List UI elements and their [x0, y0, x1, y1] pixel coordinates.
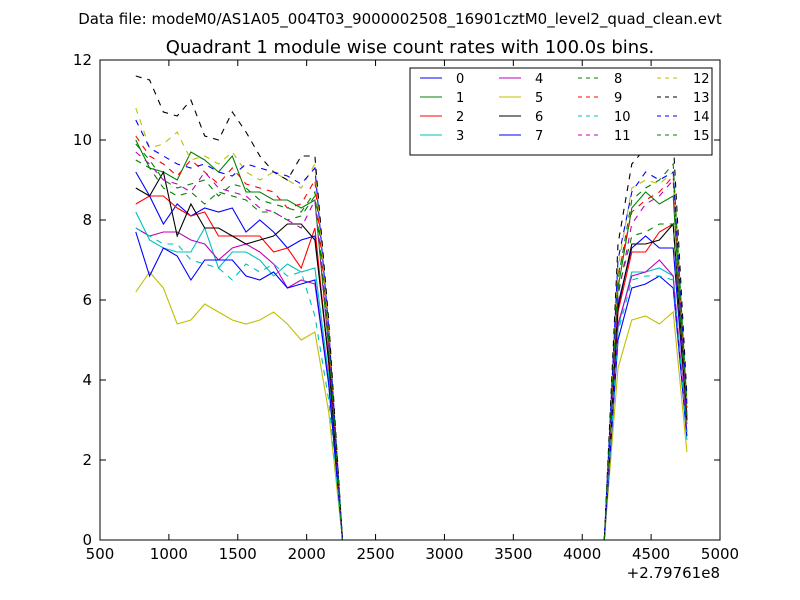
- x-tick-label: 2500: [356, 545, 394, 563]
- series-line-12: [135, 107, 688, 541]
- legend-label-0: 0: [456, 72, 464, 87]
- series-line-10: [135, 227, 688, 541]
- series-line-7: [135, 231, 688, 541]
- series-line-6: [135, 170, 688, 541]
- x-tick-label: 3000: [425, 545, 463, 563]
- legend-box: [409, 67, 713, 156]
- legend-label-11: 11: [614, 129, 631, 144]
- legend-label-12: 12: [693, 72, 710, 87]
- y-tick-label: 10: [73, 131, 92, 149]
- x-tick-label: 1500: [219, 545, 257, 563]
- legend-label-14: 14: [693, 110, 710, 125]
- series-line-3: [135, 211, 688, 541]
- series-line-14: [135, 119, 688, 541]
- ticks-layer: 500 1000 1500 2000 2500 3000 3500 4000 4500 5000 0…: [73, 51, 739, 563]
- x-tick-label: 5000: [701, 545, 739, 563]
- series-line-4: [135, 227, 688, 541]
- series-line-0: [135, 171, 688, 541]
- x-tick-label: 500: [86, 545, 115, 563]
- y-tick-label: 12: [73, 51, 92, 69]
- series-line-15: [135, 143, 688, 541]
- legend-label-13: 13: [693, 91, 710, 106]
- legend-label-9: 9: [614, 91, 622, 106]
- legend-label-5: 5: [535, 91, 543, 106]
- legend-label-8: 8: [614, 72, 622, 87]
- series-line-11: [135, 151, 688, 541]
- y-tick-label: 2: [82, 451, 92, 469]
- y-tick-label: 8: [82, 211, 92, 229]
- legend-label-1: 1: [456, 91, 464, 106]
- series-line-1: [135, 139, 688, 541]
- legend-label-3: 3: [456, 129, 464, 144]
- x-tick-label: 4000: [563, 545, 601, 563]
- series-line-8: [135, 159, 688, 541]
- legend-label-15: 15: [693, 129, 710, 144]
- chart-title: Quadrant 1 module wise count rates with …: [166, 37, 655, 58]
- legend-label-6: 6: [535, 110, 543, 125]
- legend-label-10: 10: [614, 110, 631, 125]
- x-tick-label: 2000: [288, 545, 326, 563]
- legend-label-4: 4: [535, 72, 543, 87]
- x-tick-label: 3500: [494, 545, 532, 563]
- series-line-2: [135, 195, 688, 541]
- legend-label-2: 2: [456, 110, 464, 125]
- chart-suptitle: Data file: modeM0/AS1A05_004T03_90000025…: [78, 10, 722, 29]
- y-tick-label: 0: [82, 531, 92, 549]
- series-line-5: [135, 271, 688, 541]
- x-tick-label: 1000: [150, 545, 188, 563]
- y-tick-label: 6: [82, 291, 92, 309]
- legend-label-7: 7: [535, 129, 543, 144]
- x-tick-label: 4500: [632, 545, 670, 563]
- x-offset-label: +2.79761e8: [627, 564, 720, 582]
- y-tick-label: 4: [82, 371, 92, 389]
